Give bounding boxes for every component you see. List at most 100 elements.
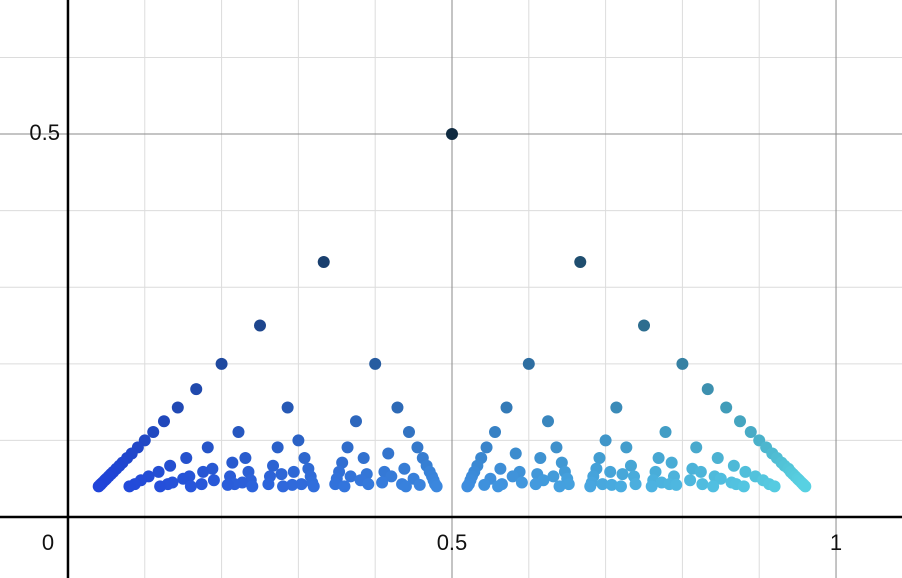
point xyxy=(164,459,177,472)
point xyxy=(480,441,493,454)
point xyxy=(411,441,424,454)
point xyxy=(620,441,633,454)
point xyxy=(232,426,245,439)
point xyxy=(534,452,547,465)
point xyxy=(768,480,781,493)
point xyxy=(376,476,389,489)
point xyxy=(338,480,351,493)
point xyxy=(382,447,395,460)
point xyxy=(638,319,651,332)
point xyxy=(799,480,812,493)
point xyxy=(711,452,724,465)
point xyxy=(180,452,193,465)
point xyxy=(295,478,308,491)
point xyxy=(184,480,197,493)
point xyxy=(624,459,637,472)
point xyxy=(201,441,214,454)
point xyxy=(221,478,234,491)
point xyxy=(727,459,740,472)
point xyxy=(529,478,542,491)
point xyxy=(307,480,320,493)
point xyxy=(665,456,678,469)
point xyxy=(584,480,597,493)
point xyxy=(152,465,165,478)
point xyxy=(604,465,617,478)
point xyxy=(157,415,170,428)
point xyxy=(744,426,757,439)
point xyxy=(684,474,697,487)
point xyxy=(547,470,560,483)
point xyxy=(737,480,750,493)
point xyxy=(271,441,284,454)
point xyxy=(391,401,404,414)
point xyxy=(92,480,105,493)
point xyxy=(599,434,612,447)
point xyxy=(509,447,522,460)
point xyxy=(652,452,665,465)
point xyxy=(357,452,370,465)
point xyxy=(253,319,266,332)
point xyxy=(206,462,219,475)
point xyxy=(398,462,411,475)
point xyxy=(329,478,342,491)
point xyxy=(720,401,733,414)
x-tick-label: 0.5 xyxy=(437,530,468,555)
point xyxy=(349,415,362,428)
point xyxy=(298,452,311,465)
point xyxy=(659,426,672,439)
point xyxy=(147,426,160,439)
point xyxy=(171,401,184,414)
point xyxy=(195,478,208,491)
x-tick-label: 1 xyxy=(830,530,842,555)
point xyxy=(734,415,747,428)
point xyxy=(645,480,658,493)
point xyxy=(614,480,627,493)
point xyxy=(413,478,426,491)
point xyxy=(123,480,136,493)
point xyxy=(494,462,507,475)
point xyxy=(489,426,502,439)
point xyxy=(605,478,618,491)
point xyxy=(555,456,568,469)
point xyxy=(696,478,709,491)
point xyxy=(461,480,474,493)
point xyxy=(344,470,357,483)
point xyxy=(292,434,305,447)
point xyxy=(629,478,642,491)
point xyxy=(281,401,294,414)
point xyxy=(739,465,752,478)
point xyxy=(362,478,375,491)
point xyxy=(707,480,720,493)
point xyxy=(562,478,575,491)
point xyxy=(676,357,689,370)
point xyxy=(553,480,566,493)
point xyxy=(593,452,606,465)
point xyxy=(445,128,458,141)
point xyxy=(522,357,535,370)
point xyxy=(610,401,623,414)
point xyxy=(478,478,491,491)
point xyxy=(177,472,190,485)
y-tick-label: 0.5 xyxy=(29,120,60,145)
point xyxy=(215,357,228,370)
point xyxy=(402,426,415,439)
point xyxy=(500,401,513,414)
point xyxy=(694,465,707,478)
point xyxy=(239,452,252,465)
point xyxy=(492,480,505,493)
point xyxy=(226,456,239,469)
point xyxy=(550,441,563,454)
point xyxy=(207,474,220,487)
point xyxy=(542,415,555,428)
x-tick-label: 0 xyxy=(42,530,54,555)
point xyxy=(399,480,412,493)
point xyxy=(341,441,354,454)
point xyxy=(369,357,382,370)
point xyxy=(277,480,290,493)
point xyxy=(506,470,519,483)
point xyxy=(275,468,288,481)
point xyxy=(286,478,299,491)
point xyxy=(714,472,727,485)
point xyxy=(385,470,398,483)
point xyxy=(690,441,703,454)
